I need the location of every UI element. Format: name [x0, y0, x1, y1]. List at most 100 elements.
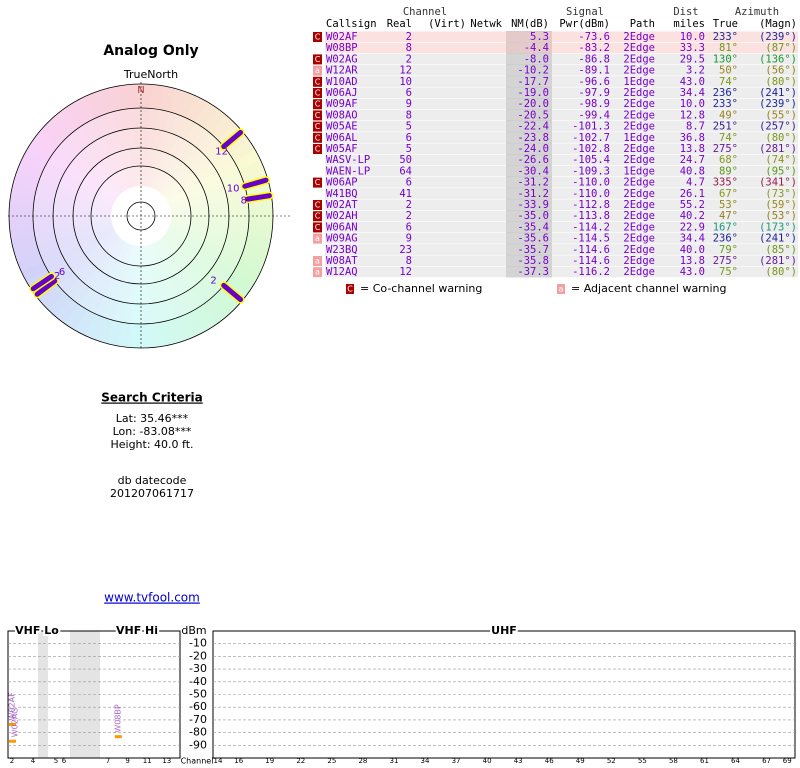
- ring-sector: [33, 215, 54, 226]
- cell-pwr: -114.5: [572, 233, 610, 245]
- ring-sector: [165, 231, 185, 245]
- legend-co-box: [346, 284, 354, 294]
- ring-sector: [106, 320, 123, 346]
- ring-sector: [168, 88, 187, 115]
- ring-sector: [148, 244, 159, 265]
- ring-sector: [74, 309, 96, 336]
- ring-sector: [158, 130, 172, 153]
- cell-miles: 13.8: [680, 255, 705, 267]
- cell-true: 68°: [719, 154, 738, 166]
- ring-sector: [113, 109, 127, 131]
- ring-sector: [47, 153, 70, 172]
- ring-sector: [146, 128, 157, 150]
- warn-flag: C: [315, 89, 321, 98]
- callsign: W06AL: [326, 132, 358, 144]
- group-header: Azimuth: [735, 6, 779, 18]
- cell-magn: (80°): [765, 76, 797, 88]
- ring-sector: [192, 255, 214, 273]
- ring-sector: [157, 261, 170, 281]
- ring-sector: [149, 322, 164, 348]
- marker-label: 12: [215, 147, 228, 158]
- ring-sector: [166, 157, 181, 176]
- row-bg: [325, 132, 798, 143]
- ring-sector: [112, 172, 127, 192]
- ring-sector: [245, 234, 271, 251]
- ring-sector: [91, 215, 112, 221]
- ring-sector: [204, 233, 227, 247]
- ring-sector: [75, 228, 95, 240]
- cell-pwr: -110.0: [572, 188, 610, 200]
- callsign: W08AO: [326, 109, 358, 121]
- channel-tick: 28: [358, 757, 367, 765]
- station-marker: [219, 281, 245, 304]
- north: N: [137, 85, 144, 96]
- cell-path: 1Edge: [623, 165, 655, 177]
- ring-sector: [209, 292, 235, 318]
- callsign: W08AT: [326, 255, 358, 267]
- cell-pwr: -113.8: [572, 210, 610, 222]
- cell-pwr: -101.3: [572, 121, 610, 133]
- ring-sector: [179, 244, 197, 260]
- callsign: W02AT: [326, 199, 358, 211]
- signal-bar: [114, 735, 122, 739]
- ring-sector: [71, 127, 91, 149]
- ring-sector: [53, 221, 75, 232]
- channel-tick: 22: [296, 757, 305, 765]
- channel-tick: 2: [10, 757, 14, 765]
- ring-sector: [184, 237, 203, 251]
- ring-sector: [181, 176, 201, 192]
- cell-miles: 43.0: [680, 76, 705, 88]
- ring-sector: [73, 209, 92, 216]
- cell-magn: (173°): [759, 221, 797, 233]
- ring-sector: [203, 139, 225, 160]
- cell-miles: 24.7: [680, 154, 705, 166]
- ring-sector: [186, 187, 206, 200]
- cell-path: 2Edge: [623, 188, 655, 200]
- ring-sector: [73, 203, 92, 212]
- cell-pwr: -102.7: [572, 132, 610, 144]
- channel-tick: 13: [162, 757, 171, 765]
- title: Analog Only: [103, 43, 198, 59]
- ring-sector: [128, 265, 137, 284]
- ring-sector: [115, 241, 129, 262]
- ring-sector: [64, 132, 85, 154]
- cell-true: 275°: [713, 255, 738, 267]
- ring-sector: [58, 178, 80, 193]
- ring-sector: [148, 302, 160, 324]
- ring-sector: [168, 194, 189, 206]
- ring-sector: [73, 215, 92, 222]
- ring-sector: [146, 244, 154, 266]
- cell-true: 233°: [713, 98, 738, 110]
- cell-nm: -17.7: [517, 76, 549, 88]
- ring-sector: [220, 246, 243, 263]
- ring-sector: [170, 211, 191, 217]
- cell-true: 49°: [719, 109, 738, 121]
- ring-sector: [141, 128, 150, 149]
- channel-tick: 34: [421, 757, 430, 765]
- ring-sector: [140, 245, 146, 266]
- row-bg: [325, 65, 798, 76]
- ring-sector: [177, 313, 197, 341]
- cell-path: 2Edge: [623, 266, 655, 278]
- ring-sector: [74, 198, 93, 208]
- marker-label: 6: [59, 267, 65, 278]
- cell-pwr: -73.6: [578, 31, 610, 43]
- cell-magn: (55°): [765, 109, 797, 121]
- ring-sector: [64, 165, 86, 182]
- ring-sector: [95, 228, 116, 241]
- cell-true: 74°: [719, 76, 738, 88]
- ring-sector: [91, 207, 112, 214]
- cell-nm: -35.0: [517, 210, 549, 222]
- channel-tick: 5: [54, 757, 58, 765]
- marker-bar: [30, 273, 54, 292]
- channel-tick: 19: [265, 757, 274, 765]
- ring-sector: [164, 133, 179, 155]
- ring-sector: [16, 252, 44, 272]
- ring-sector: [165, 256, 181, 276]
- row-bg: [325, 266, 798, 278]
- ring-sector: [58, 238, 80, 254]
- link[interactable]: www.tvfool.com: [104, 591, 200, 605]
- channel-tick: 69: [783, 757, 792, 765]
- ring-sector: [202, 107, 227, 134]
- ring-sector: [190, 216, 209, 223]
